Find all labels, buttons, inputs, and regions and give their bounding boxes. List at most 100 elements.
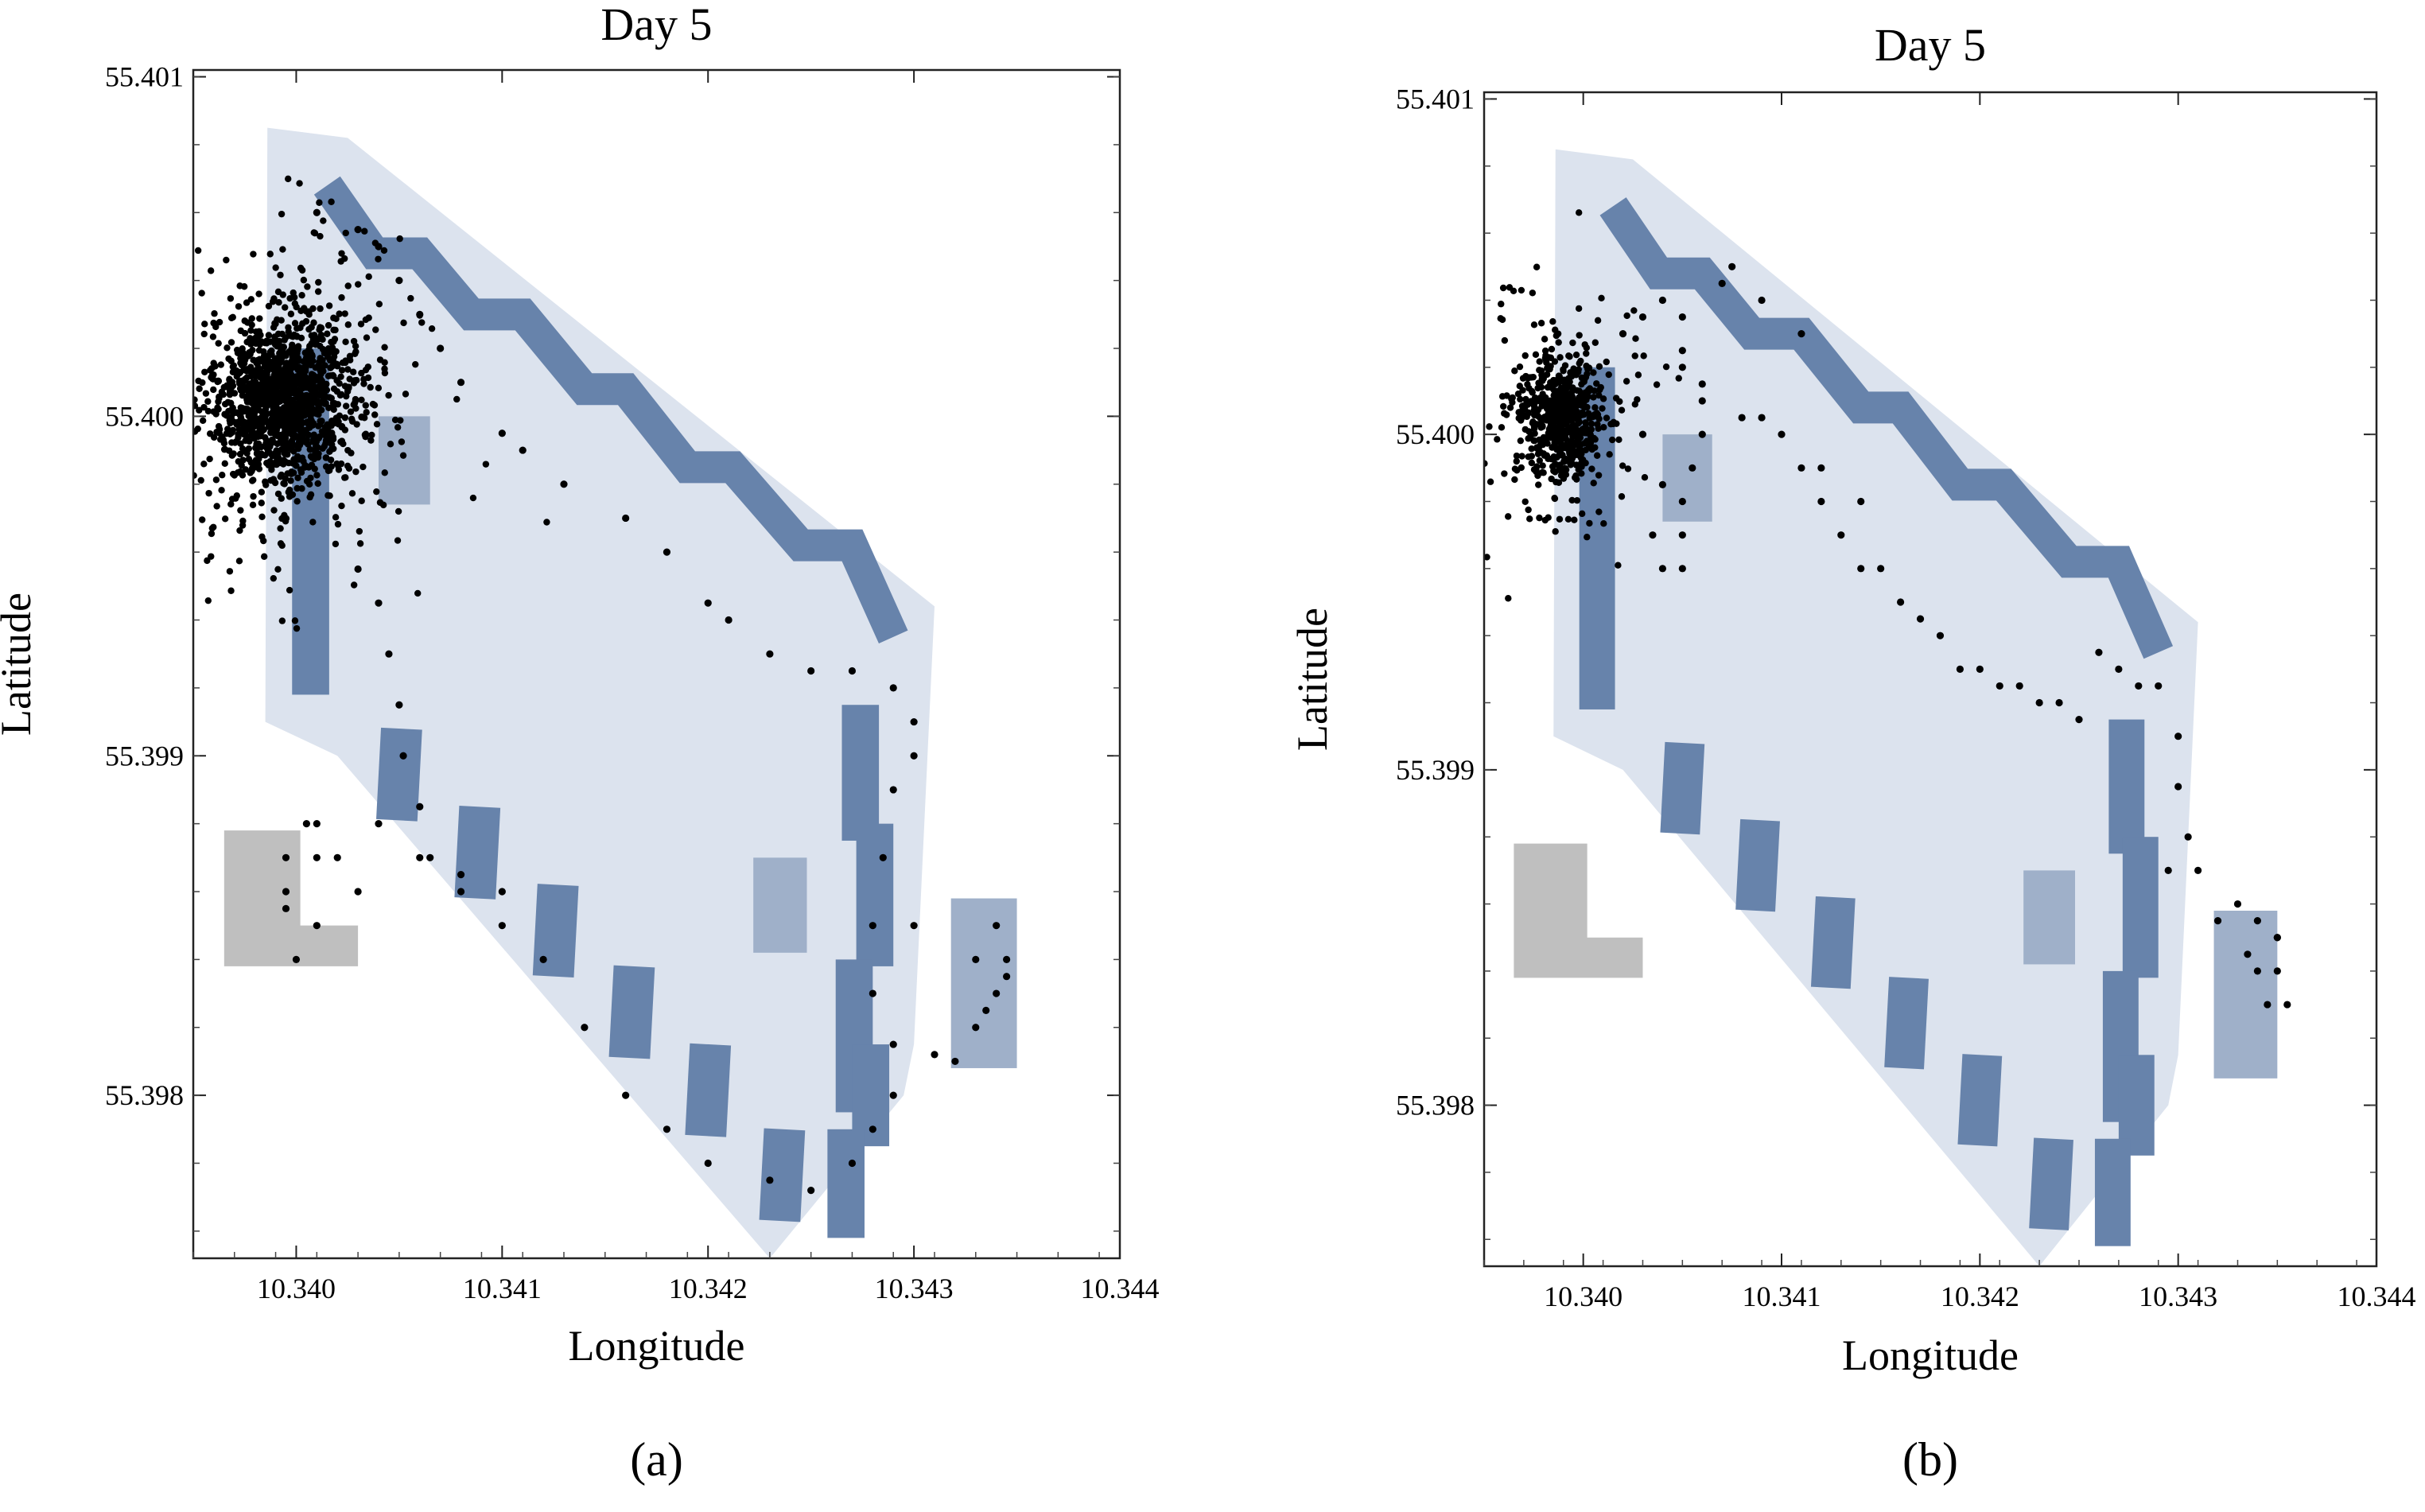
cluster-point (314, 288, 322, 295)
x-tick-label: 10.342 (669, 1273, 748, 1304)
cluster-point (297, 468, 305, 476)
cluster-point (338, 437, 346, 445)
data-point (1619, 330, 1627, 338)
cluster-point (292, 360, 299, 367)
cluster-point (256, 383, 263, 390)
cluster-point (257, 430, 264, 437)
cluster-point (1531, 399, 1539, 406)
chart-title: Day 5 (600, 0, 712, 50)
cluster-point (271, 479, 279, 487)
cluster-point (309, 390, 316, 398)
data-point (1638, 430, 1647, 438)
cluster-point (205, 489, 212, 497)
cluster-point (294, 343, 302, 350)
cluster-point (289, 491, 297, 499)
data-point (313, 853, 321, 861)
data-point (395, 277, 403, 285)
cluster-point (1576, 360, 1583, 367)
cluster-point (1580, 399, 1588, 406)
data-point (2273, 934, 2281, 942)
cluster-point (286, 418, 293, 426)
cluster-point (239, 522, 247, 529)
cluster-point (355, 281, 362, 288)
data-point (1718, 279, 1726, 287)
cluster-point (254, 356, 261, 364)
cluster-point (1557, 440, 1565, 448)
cluster-point (324, 330, 331, 337)
track-points (1619, 262, 2291, 1009)
cluster-point (293, 332, 301, 340)
data-point (282, 888, 290, 896)
cluster-point (1477, 378, 1483, 384)
cluster-point (295, 374, 303, 382)
cluster-point (215, 377, 223, 385)
cluster-point (196, 406, 203, 414)
cluster-point (1542, 394, 1549, 402)
cluster-point (154, 319, 161, 325)
cluster-point (1547, 379, 1554, 387)
cluster-point (235, 433, 242, 441)
cluster-point (215, 340, 222, 347)
cluster-point (1534, 384, 1541, 392)
cluster-point (1535, 379, 1542, 387)
data-point (848, 667, 857, 675)
cluster-point (121, 338, 127, 344)
cluster-point (344, 366, 352, 373)
cluster-point (1632, 335, 1639, 342)
cluster-point (223, 344, 231, 352)
cluster-point (290, 384, 297, 391)
cluster-point (297, 425, 305, 433)
cluster-point (1595, 508, 1603, 515)
cluster-point (350, 581, 358, 589)
cluster-point (1608, 436, 1616, 444)
cluster-point (324, 344, 332, 352)
cluster-point (270, 295, 278, 302)
cluster-point (1556, 354, 1564, 361)
cluster-point (1572, 410, 1579, 418)
cluster-point (295, 418, 302, 426)
cluster-point (1591, 404, 1599, 411)
cluster-point (372, 326, 379, 333)
cluster-point (210, 360, 217, 367)
cluster-point (1563, 384, 1571, 391)
cluster-point (1494, 436, 1501, 443)
cluster-point (233, 373, 240, 380)
cluster-point (152, 440, 158, 446)
cluster-point (1519, 387, 1526, 394)
cluster-point (1618, 493, 1626, 500)
cluster-point (294, 445, 302, 453)
light-pen-2 (2213, 910, 2278, 1079)
cluster-point (224, 426, 231, 433)
cluster-point (345, 384, 352, 392)
cluster-point (268, 466, 275, 473)
cluster-point (356, 540, 364, 547)
cluster-point (1583, 350, 1590, 357)
data-point (333, 853, 341, 861)
cluster-point (342, 402, 350, 410)
cluster-point (257, 450, 264, 458)
cluster-point (274, 417, 282, 425)
cluster-point (1597, 383, 1604, 391)
cluster-point (213, 503, 220, 510)
cluster-point (317, 421, 324, 429)
data-point (282, 853, 290, 861)
cluster-point (381, 359, 388, 366)
cluster-point (274, 440, 281, 448)
cluster-point (279, 246, 286, 253)
data-point (910, 717, 918, 726)
cluster-point (241, 356, 249, 363)
data-point (457, 871, 465, 879)
cluster-point (317, 342, 324, 350)
cluster-point (199, 516, 206, 523)
cluster-point (309, 454, 316, 461)
cluster-point (346, 356, 354, 363)
data-point (1797, 464, 1805, 472)
cluster-point (1624, 465, 1632, 472)
cluster-point (1593, 380, 1600, 387)
cluster-point (1548, 475, 1555, 483)
cluster-point (266, 460, 274, 467)
track-points (282, 208, 1011, 1195)
cluster-point (349, 368, 357, 375)
cluster-point (1516, 363, 1524, 371)
x-tick-label: 10.344 (2338, 1281, 2416, 1312)
